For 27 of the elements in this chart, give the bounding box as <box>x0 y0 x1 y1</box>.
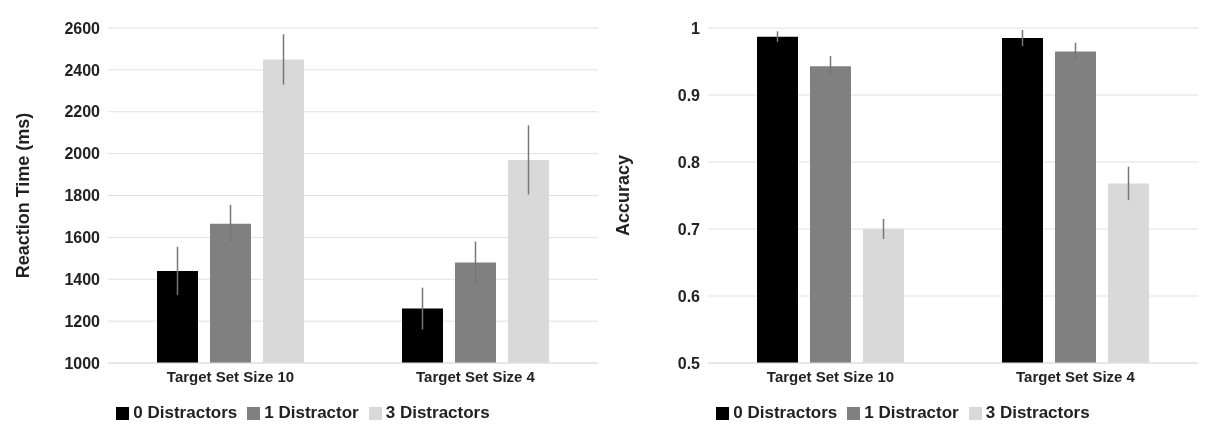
y-tick-label: 2200 <box>64 103 101 121</box>
y-tick-label: 1800 <box>64 187 101 205</box>
y-tick-label: 0.5 <box>677 354 701 372</box>
y-tick-label: 2400 <box>64 61 101 79</box>
y-tick-label: 1 <box>691 19 701 37</box>
y-tick-label: 1000 <box>64 354 101 372</box>
y-tick-label: 1200 <box>64 312 101 330</box>
x-tick-label: Target Set Size 10 <box>766 367 895 385</box>
legend-label: 1 Distractor <box>864 403 959 422</box>
x-tick-label: Target Set Size 10 <box>166 367 295 385</box>
y-tick-label: 0.7 <box>677 220 701 238</box>
y-tick-label: 1400 <box>64 270 101 288</box>
legend-label: 0 Distractors <box>733 403 838 422</box>
y-tick-label: 2600 <box>64 19 101 37</box>
x-tick-label: Target Set Size 4 <box>1016 367 1136 385</box>
y-axis-title: Reaction Time (ms) <box>13 112 34 279</box>
legend-label: 3 Distractors <box>385 403 490 422</box>
legend-label: 3 Distractors <box>985 403 1090 422</box>
y-tick-label: 2000 <box>64 145 101 163</box>
y-tick-label: 0.9 <box>677 86 701 104</box>
legend-label: 1 Distractor <box>264 403 359 422</box>
legend-label: 0 Distractors <box>133 403 238 422</box>
y-tick-label: 1600 <box>64 229 101 247</box>
y-axis-title: Accuracy <box>613 154 634 237</box>
x-tick-label: Target Set Size 4 <box>416 367 536 385</box>
y-tick-label: 0.6 <box>677 287 701 305</box>
y-tick-label: 0.8 <box>677 153 701 171</box>
